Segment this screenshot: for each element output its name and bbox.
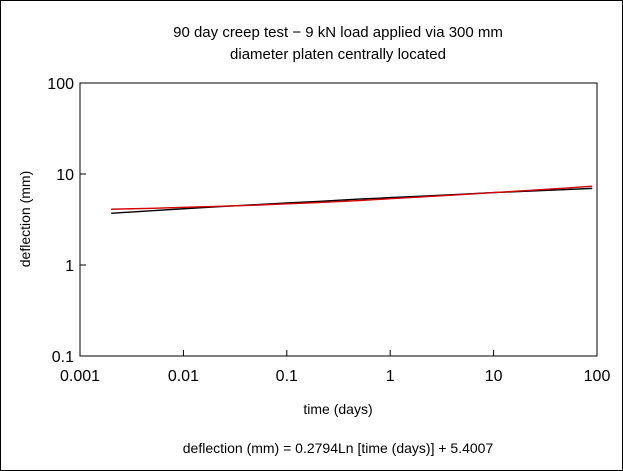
y-tick-label: 0.1	[52, 349, 74, 366]
y-tick-label: 100	[47, 76, 74, 93]
trendline-equation: deflection (mm) = 0.2794Ln [time (days)]…	[183, 440, 494, 456]
y-tick-label: 1	[65, 258, 74, 275]
x-tick-label: 1	[386, 368, 395, 385]
x-axis: 0.001 0.01 0.1 1 10 100	[60, 350, 610, 385]
x-tick-label: 100	[584, 368, 611, 385]
x-tick-label: 0.01	[168, 368, 199, 385]
y-axis-label: deflection (mm)	[17, 171, 33, 267]
x-tick-label: 0.1	[276, 368, 298, 385]
series-layer	[111, 185, 593, 214]
x-axis-label: time (days)	[303, 401, 372, 417]
y-axis: 0.1 1 10 100	[47, 76, 86, 366]
chart-title-line-1: 90 day creep test − 9 kN load applied vi…	[173, 24, 503, 41]
x-tick-label: 0.001	[60, 368, 100, 385]
y-tick-label: 10	[56, 167, 74, 184]
x-tick-label: 10	[485, 368, 503, 385]
series-line-2	[111, 185, 593, 210]
chart-title-line-2: diameter platen centrally located	[230, 46, 446, 63]
plot-area	[79, 82, 598, 357]
